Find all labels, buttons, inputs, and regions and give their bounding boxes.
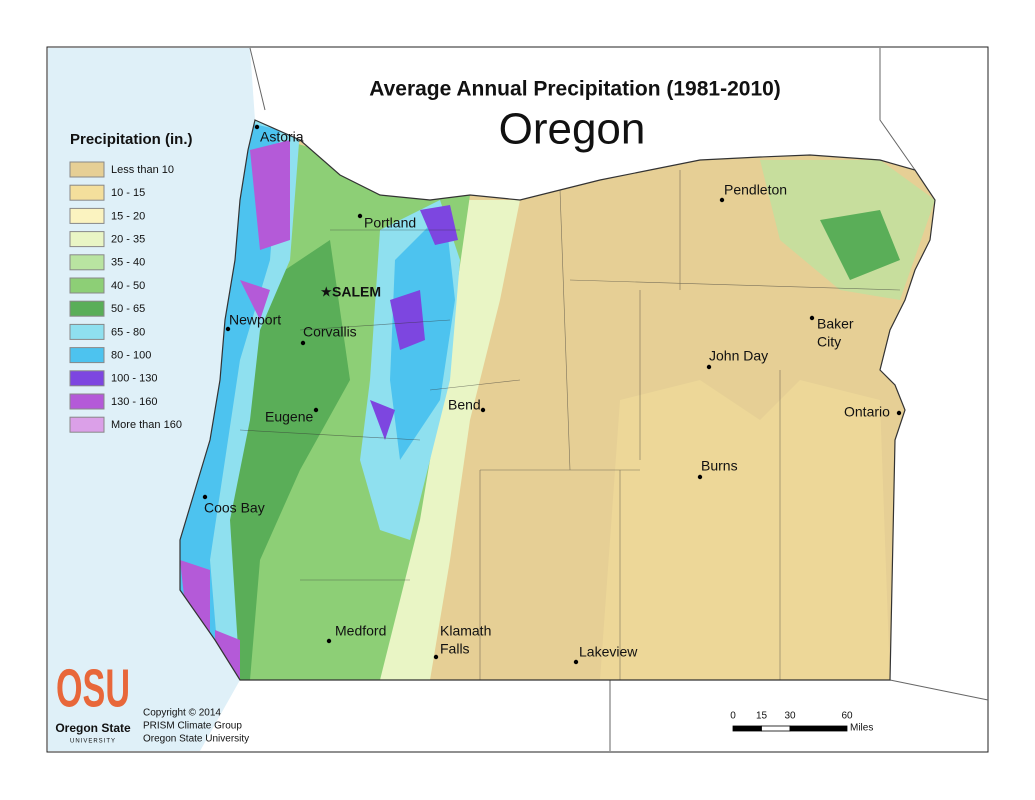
city-label: Medford (335, 623, 386, 639)
scale-unit: Miles (850, 723, 873, 734)
state-name: Oregon (499, 105, 646, 154)
credit-line: Copyright © 2014 (143, 708, 221, 719)
city-label: Burns (701, 458, 738, 474)
legend-swatch (69, 370, 105, 387)
map-title: Average Annual Precipitation (1981-2010) (369, 78, 781, 101)
city-label: Newport (229, 312, 281, 328)
scale-segment (732, 725, 762, 732)
legend-swatch (69, 184, 105, 201)
legend-swatch (69, 277, 105, 294)
zone (820, 210, 900, 280)
legend-swatch (69, 393, 105, 410)
legend-label: Less than 10 (111, 164, 174, 176)
county-lines (239, 170, 901, 680)
legend-label: 80 - 100 (111, 350, 151, 362)
logo: OSU (56, 658, 130, 718)
legend-label: 50 - 65 (111, 303, 145, 315)
zone (600, 380, 890, 680)
city-label: Lakeview (579, 644, 638, 660)
legend-label: 130 - 160 (111, 396, 157, 408)
neighbor-border (249, 47, 989, 751)
scale-segment (761, 725, 791, 732)
city-label: Falls (440, 641, 470, 657)
logo-name: Oregon State (55, 721, 131, 735)
city-label: Corvallis (303, 324, 357, 340)
credit-line: PRISM Climate Group (143, 721, 242, 732)
city-label: Portland (364, 215, 416, 231)
cities: Astoria Portland ★ SALEM Newport Corvalli… (202, 124, 902, 665)
legend-label: 10 - 15 (111, 187, 145, 199)
precip-zones (180, 120, 935, 680)
legend-label: 40 - 50 (111, 280, 145, 292)
legend-swatch (69, 416, 105, 433)
city-label: Astoria (260, 129, 304, 145)
scale-segment (789, 725, 848, 732)
legend-swatch (69, 231, 105, 248)
legend-label: 65 - 80 (111, 326, 145, 338)
legend-label: 15 - 20 (111, 210, 145, 222)
legend-swatch (69, 254, 105, 271)
scale-tick-label: 0 (730, 711, 736, 722)
city-label: Klamath (440, 623, 491, 639)
city-label: City (817, 334, 841, 350)
legend-label: 20 - 35 (111, 234, 145, 246)
legend-label: 100 - 130 (111, 373, 157, 385)
legend-swatch (69, 300, 105, 317)
legend-swatch (69, 347, 105, 364)
city-label: Ontario (844, 404, 890, 420)
city-label: Coos Bay (204, 500, 265, 516)
city-label: Bend (448, 397, 481, 413)
legend-swatch (69, 161, 105, 178)
city-label: Pendleton (724, 182, 787, 198)
svg-text:★: ★ (320, 284, 333, 300)
city-label: John Day (709, 348, 768, 364)
zone (380, 200, 520, 680)
scale-tick-label: 15 (756, 711, 768, 722)
legend: Less than 10 10 - 15 15 - 20 20 - 35 35 - 40… (69, 161, 182, 433)
city-label: Eugene (265, 409, 313, 425)
credit-line: Oregon State University (143, 734, 249, 745)
legend-swatch (69, 323, 105, 340)
legend-label: More than 160 (111, 419, 182, 431)
scale-tick-label: 30 (784, 711, 796, 722)
city-label: SALEM (332, 284, 381, 300)
scale-tick-label: 60 (841, 711, 853, 722)
legend-title: Precipitation (in.) (70, 131, 193, 148)
city-label: Baker (817, 316, 854, 332)
legend-label: 35 - 40 (111, 257, 145, 269)
legend-swatch (69, 207, 105, 224)
logo-sub: UNIVERSITY (70, 739, 116, 745)
